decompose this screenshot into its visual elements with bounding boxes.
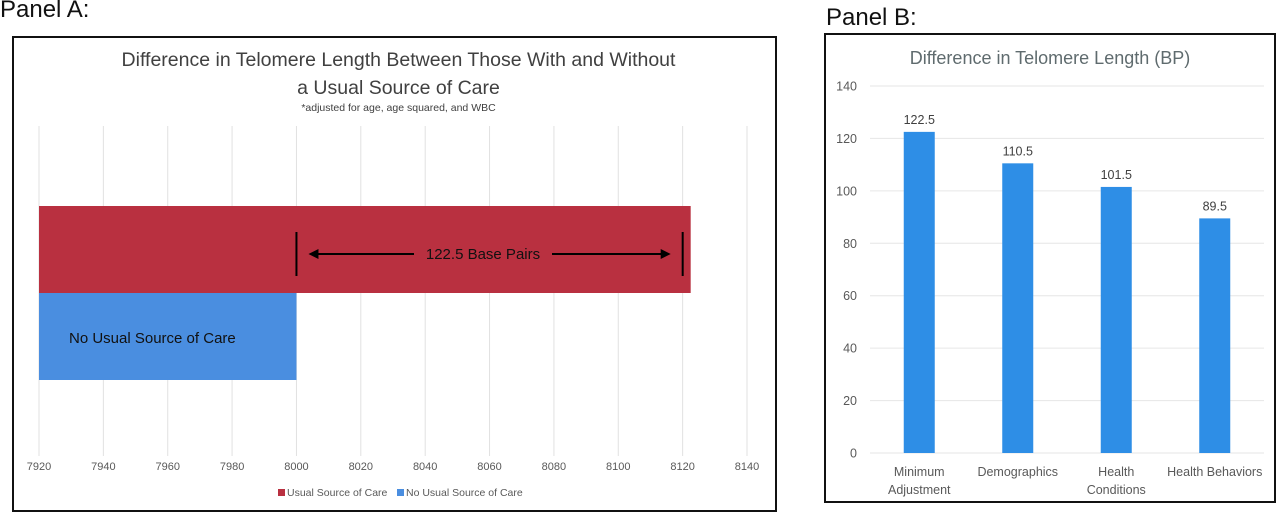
chart-b-data-label: 89.5 (1203, 199, 1227, 213)
chart-b-bar (903, 131, 935, 453)
panel-b-label: Panel B: (826, 4, 917, 31)
chart-b-x-tick-label: Health Behaviors (1167, 465, 1262, 479)
chart-a-x-tick-label: 8020 (349, 461, 373, 473)
chart-b-x-tick-label: Demographics (977, 465, 1058, 479)
chart-a-x-tick-label: 8140 (735, 461, 759, 473)
chart-a-x-tick-label: 7920 (27, 461, 51, 473)
chart-a-x-tick-label: 8100 (606, 461, 630, 473)
panel-a-label: Panel A: (0, 0, 90, 23)
chart-b-y-tick-label: 120 (836, 132, 857, 146)
chart-a-x-tick-label: 8080 (542, 461, 566, 473)
chart-a-x-tick-label: 8000 (284, 461, 308, 473)
chart-a: 7920 7940 7960 7980 8000 8020 8040 8060 8080 8100… (12, 36, 777, 512)
chart-b-y-tick-label: 100 (836, 184, 857, 198)
chart-a-bar-usual-source (39, 206, 691, 293)
chart-b-bar (1199, 218, 1231, 453)
chart-a-diff-arrowhead-left (308, 249, 319, 259)
chart-a-bar-no-usual-source (39, 293, 297, 380)
chart-b: Difference in Telomere Length (BP) 0 20 40 6… (824, 33, 1276, 503)
chart-a-title: Difference in Telomere Length Between Th… (122, 49, 676, 71)
chart-b-data-label: 122.5 (904, 113, 935, 127)
chart-a-bar-annotation: No Usual Source of Care (69, 330, 236, 347)
chart-b-title: Difference in Telomere Length (BP) (910, 48, 1191, 68)
chart-a-legend-swatch (278, 489, 285, 496)
chart-b-bar (1100, 186, 1132, 454)
chart-b-x-tick-label: Health (1098, 465, 1134, 479)
chart-a-x-tick-label: 8120 (670, 461, 694, 473)
chart-b-data-label: 101.5 (1101, 168, 1132, 182)
chart-a-x-tick-label: 7940 (91, 461, 115, 473)
chart-b-y-tick-label: 0 (850, 447, 857, 461)
chart-b-y-tick-label: 80 (843, 237, 857, 251)
chart-a-x-tick-label: 7980 (220, 461, 244, 473)
chart-a-legend-label: No Usual Source of Care (406, 487, 523, 499)
chart-a-x-tick-label: 8040 (413, 461, 437, 473)
chart-b-bar (1002, 163, 1034, 453)
chart-b-y-tick-label: 140 (836, 80, 857, 94)
chart-a-legend-label: Usual Source of Care (287, 487, 388, 499)
chart-a-legend-swatch (397, 489, 404, 496)
chart-b-y-tick-label: 20 (843, 394, 857, 408)
chart-b-data-label: 110.5 (1003, 144, 1033, 158)
chart-b-y-tick-label: 40 (843, 342, 857, 356)
chart-a-x-tick-label: 7960 (155, 461, 179, 473)
chart-a-subtitle: *adjusted for age, age squared, and WBC (301, 102, 496, 114)
chart-a-diff-label: 122.5 Base Pairs (426, 246, 540, 263)
chart-b-x-tick-label: Conditions (1087, 483, 1146, 497)
chart-a-diff-arrowhead-right (660, 249, 671, 259)
chart-b-x-tick-label: Adjustment (888, 483, 951, 497)
chart-b-x-tick-label: Minimum (894, 465, 945, 479)
chart-b-y-tick-label: 60 (843, 289, 857, 303)
chart-a-x-tick-label: 8060 (477, 461, 501, 473)
chart-a-title: a Usual Source of Care (297, 77, 500, 99)
